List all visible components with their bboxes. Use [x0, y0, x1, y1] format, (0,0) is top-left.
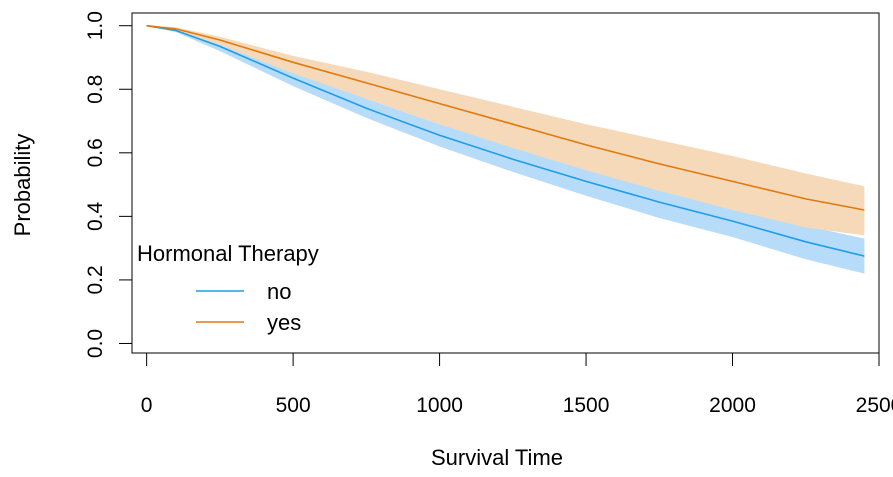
x-axis-label: Survival Time: [431, 445, 563, 470]
x-tick-label: 1500: [563, 394, 610, 417]
y-tick-label: 0.4: [84, 201, 107, 231]
legend: Hormonal Therapy no yes: [137, 241, 319, 335]
x-tick-label: 500: [276, 394, 311, 417]
confidence-bands: [146, 25, 865, 274]
y-axis-label: Probability: [10, 134, 35, 237]
x-tick-label: 2000: [709, 394, 756, 417]
legend-title: Hormonal Therapy: [137, 241, 319, 266]
confidence-band-no: [146, 25, 865, 274]
y-tick-label: 0.0: [84, 329, 107, 358]
y-tick-label: 0.8: [84, 75, 107, 104]
x-tick-label: 1000: [416, 394, 463, 417]
confidence-band-yes: [146, 25, 865, 236]
survival-curves: [146, 24, 865, 257]
legend-label-yes: yes: [267, 310, 301, 335]
y-axis: 0.0 0.2 0.4 0.6 0.8 1.0: [84, 11, 133, 358]
x-tick-label: 0: [141, 394, 153, 417]
y-tick-label: 0.6: [84, 138, 107, 167]
y-tick-label: 0.2: [84, 265, 107, 294]
legend-label-no: no: [267, 279, 291, 304]
y-tick-label: 1.0: [84, 11, 107, 40]
series-line-yes: [146, 24, 865, 211]
series-line-no: [146, 24, 865, 257]
